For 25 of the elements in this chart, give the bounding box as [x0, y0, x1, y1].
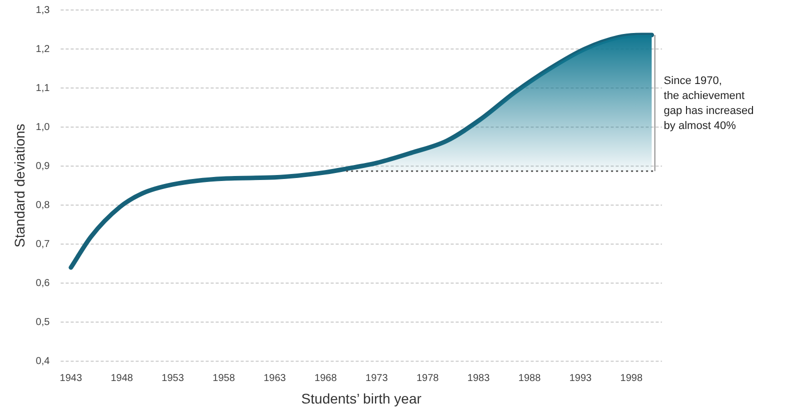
annotation: Since 1970, the achievement gap has increased by almost 40%	[664, 75, 754, 132]
y-tick-label: 0,7	[36, 238, 50, 250]
x-tick-label: 1993	[569, 372, 592, 384]
y-tick-label: 0,5	[36, 316, 50, 328]
y-tick-label: 0,4	[36, 356, 50, 367]
y-tick-label: 0,6	[36, 278, 50, 289]
x-tick-label: 1958	[212, 372, 236, 384]
y-tick-label: 0,8	[36, 200, 50, 211]
y-tick-label: 1,0	[36, 122, 50, 133]
x-tick-label: 1943	[60, 372, 82, 384]
x-tick-label: 1968	[314, 372, 338, 384]
y-tick-label: 1,2	[36, 44, 50, 55]
y-tick-label: 0,9	[36, 160, 50, 172]
y-tick-label: 1,3	[36, 4, 50, 16]
x-axis-title: Students’ birth year	[301, 390, 422, 406]
x-tick-label: 1948	[110, 372, 134, 384]
y-tick-label: 1,1	[36, 82, 50, 94]
x-tick-label: 1973	[366, 372, 388, 384]
y-axis-title: Standard deviations	[11, 124, 28, 248]
x-tick-label: 1978	[416, 372, 440, 384]
x-tick-label: 1963	[264, 372, 286, 384]
x-tick-label: 1988	[518, 372, 542, 384]
x-tick-label: 1983	[467, 372, 490, 384]
x-tick-label: 1998	[620, 372, 643, 384]
x-tick-label: 1953	[162, 372, 184, 384]
